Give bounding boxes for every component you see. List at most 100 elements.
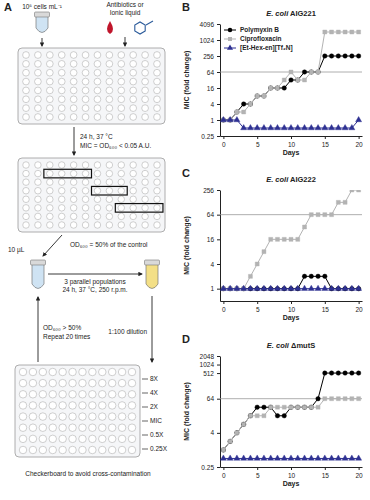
plot-area (220, 190, 362, 291)
y-tick-label: 2048 (200, 353, 215, 360)
y-tick-mark (217, 88, 220, 89)
well (46, 105, 53, 112)
inoculum-label: 10⁵ cells mL⁻¹ (22, 3, 63, 10)
well (49, 402, 57, 410)
y-axis-line (220, 25, 221, 137)
x-tick-mark (223, 136, 224, 139)
series-marker (309, 274, 314, 279)
well (79, 391, 87, 399)
series-marker (350, 397, 354, 401)
well (19, 402, 27, 410)
well (142, 96, 149, 103)
well (108, 424, 116, 432)
concentration-pointer (142, 435, 148, 436)
well (46, 78, 53, 85)
series-marker (308, 285, 314, 290)
well (29, 413, 37, 421)
well (58, 196, 65, 203)
concentration-label: 0.5X (150, 431, 164, 438)
well (99, 413, 107, 421)
well (58, 105, 65, 112)
well (142, 179, 149, 186)
series-marker (282, 237, 286, 241)
x-tick: 20 (356, 467, 364, 479)
legend-label: Ciprofloxacin (240, 35, 282, 43)
x-tick-mark (325, 136, 326, 139)
well (108, 391, 116, 399)
well (154, 170, 161, 177)
well (89, 413, 97, 421)
chart-title: E. coli AIG222 (266, 175, 316, 184)
y-tick: 1 (210, 117, 220, 124)
well (128, 446, 136, 454)
well (142, 69, 149, 76)
well (79, 368, 87, 376)
well (82, 179, 89, 186)
repeat-label: Repeat 20 times (43, 333, 91, 341)
well (108, 435, 116, 443)
series-marker (301, 455, 307, 460)
y-tick-label: 512 (203, 370, 214, 377)
series-marker (329, 455, 335, 460)
series-marker (220, 116, 226, 121)
well (23, 114, 30, 121)
well (59, 391, 67, 399)
y-tick-mark (217, 399, 220, 400)
well (23, 170, 30, 177)
series-marker (356, 371, 361, 376)
series-line (223, 373, 358, 450)
well (89, 435, 97, 443)
plate-3 (15, 365, 140, 457)
y-tick: 16 (207, 236, 220, 243)
well (69, 391, 77, 399)
series-marker (357, 190, 361, 192)
well (59, 424, 67, 432)
well (49, 413, 57, 421)
series-marker (343, 54, 348, 59)
y-tick-label: 256 (203, 187, 214, 194)
well (82, 222, 89, 229)
well (118, 391, 126, 399)
well (118, 170, 125, 177)
series-marker (241, 285, 247, 290)
well (29, 379, 37, 387)
series-marker (248, 102, 253, 107)
series-marker (275, 86, 279, 90)
well (58, 170, 65, 177)
y-tick: 16 (207, 85, 220, 92)
well (19, 379, 27, 387)
y-tick-mark (217, 289, 220, 290)
well (49, 391, 57, 399)
series-marker (262, 94, 266, 98)
well (69, 368, 77, 376)
series-marker (296, 78, 300, 82)
y-tick-label: 1024 (200, 361, 215, 368)
series-marker (282, 78, 286, 82)
y-tick-label: 1 (210, 285, 214, 292)
well (82, 69, 89, 76)
x-axis-title: Days (283, 480, 300, 488)
arrow (152, 296, 153, 362)
series-marker (309, 405, 313, 409)
y-axis: 141664256 (203, 187, 220, 302)
well (94, 170, 101, 177)
well (82, 87, 89, 94)
x-tick-label: 5 (256, 141, 260, 148)
well (70, 179, 77, 186)
series-marker (255, 94, 259, 98)
well (82, 196, 89, 203)
series-marker (323, 371, 328, 376)
series-marker (309, 70, 313, 74)
well (39, 368, 47, 376)
y-tick: 4 (210, 429, 220, 436)
series-line (223, 190, 358, 289)
well (35, 96, 42, 103)
well (58, 69, 65, 76)
well (89, 446, 97, 454)
series-marker (323, 54, 328, 59)
series-marker (303, 78, 307, 82)
well (35, 170, 42, 177)
tube-cap (145, 260, 160, 265)
well (154, 205, 161, 212)
well (142, 170, 149, 177)
